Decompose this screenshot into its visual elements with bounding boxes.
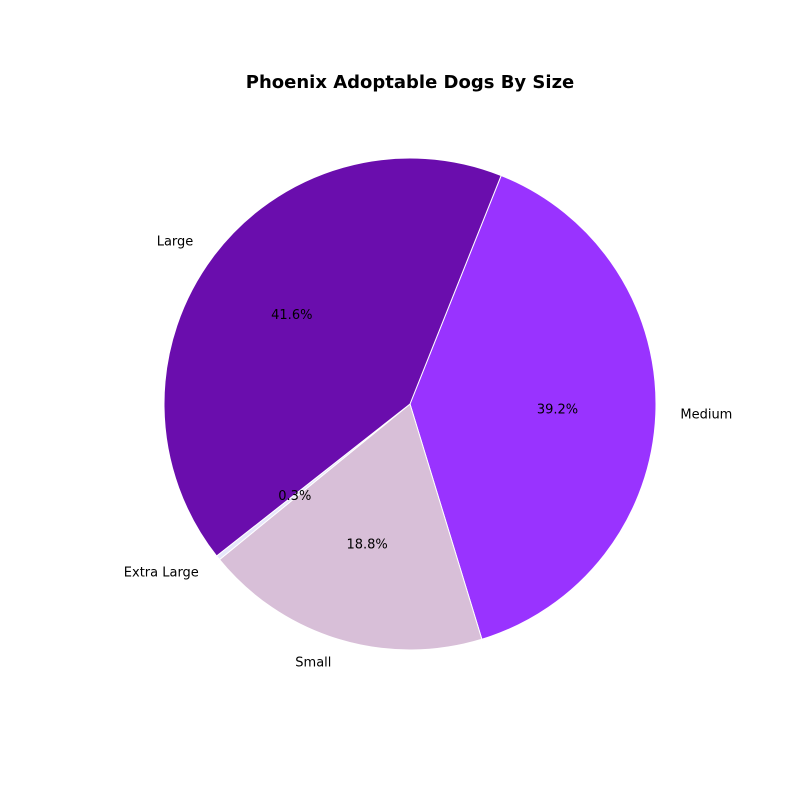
pie-slices (163, 157, 657, 651)
slice-label-medium: Medium (680, 408, 732, 423)
slice-label-large: Large (157, 234, 194, 249)
slice-percent-small: 18.8% (346, 538, 387, 553)
pie-slice-small (218, 403, 483, 651)
pie-slice-medium (409, 174, 657, 640)
pie-slice-large (163, 157, 502, 557)
slice-label-small: Small (295, 655, 331, 670)
chart-title: Phoenix Adoptable Dogs By Size (246, 72, 575, 93)
slice-percent-medium: 39.2% (537, 403, 578, 418)
pie-labels: Medium 39.2% Small 18.8% Extra Large 0.3% Larg… (124, 234, 733, 670)
slice-percent-extra-large: 0.3% (278, 489, 311, 504)
slice-label-extra-large: Extra Large (124, 566, 199, 581)
slice-percent-large: 41.6% (271, 308, 312, 323)
